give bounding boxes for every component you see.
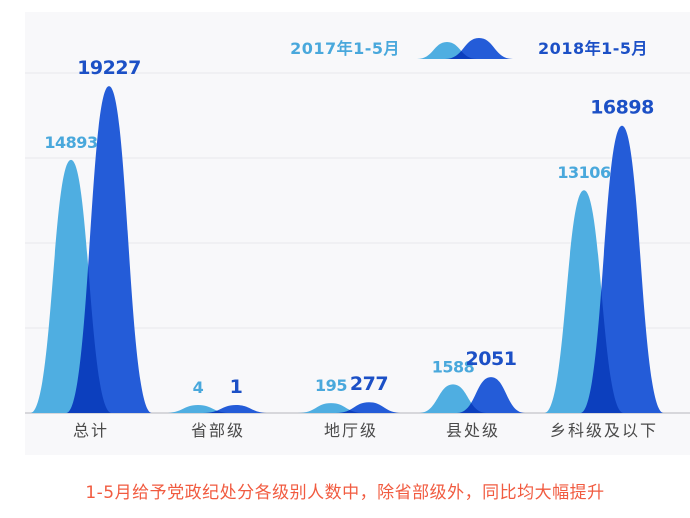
legend-hump-2018	[445, 38, 514, 59]
category-label: 省部级	[191, 421, 245, 440]
legend-2017-label: 2017年1-5月	[290, 39, 401, 58]
category-label: 地厅级	[324, 421, 378, 440]
category-label: 县处级	[446, 421, 500, 440]
area-2017	[164, 404, 232, 413]
value-label-2017: 195	[315, 376, 347, 395]
value-label-2018: 2051	[466, 348, 517, 370]
area-2018	[335, 402, 403, 413]
category-bells	[544, 125, 664, 413]
area-2018	[202, 404, 270, 413]
area-2017	[297, 403, 365, 413]
legend-humps	[417, 38, 514, 59]
category-bells	[419, 377, 526, 413]
value-label-2018: 16898	[590, 97, 654, 119]
area-2018	[580, 125, 664, 413]
category-bells	[30, 86, 152, 414]
category-label: 总计	[73, 421, 109, 440]
area-2018	[66, 86, 152, 414]
chart-legend: 2017年1-5月 2018年1-5月	[290, 34, 648, 60]
value-label-2017: 1588	[432, 357, 475, 376]
value-label-2017: 4	[193, 378, 204, 397]
value-label-2018: 277	[350, 373, 388, 395]
category-label: 乡科级及以下	[550, 421, 658, 440]
chart-panel: 14893 19227 总计 4 1 省部级 195 277 地厅级 1588 2051 县处级 131…	[25, 12, 690, 455]
value-label-2017: 13106	[557, 163, 611, 182]
chart-caption: 1-5月给予党政纪处分各级别人数中，除省部级外，同比均大幅提升	[85, 483, 605, 503]
legend-2018-label: 2018年1-5月	[538, 39, 648, 58]
value-label-2017: 14893	[44, 133, 97, 152]
value-label-2018: 19227	[77, 57, 141, 79]
category-bells	[297, 402, 403, 413]
legend-humps-icon	[417, 38, 514, 59]
area-2018	[456, 377, 526, 413]
category-bells	[164, 404, 270, 413]
value-label-2018: 1	[230, 376, 243, 398]
